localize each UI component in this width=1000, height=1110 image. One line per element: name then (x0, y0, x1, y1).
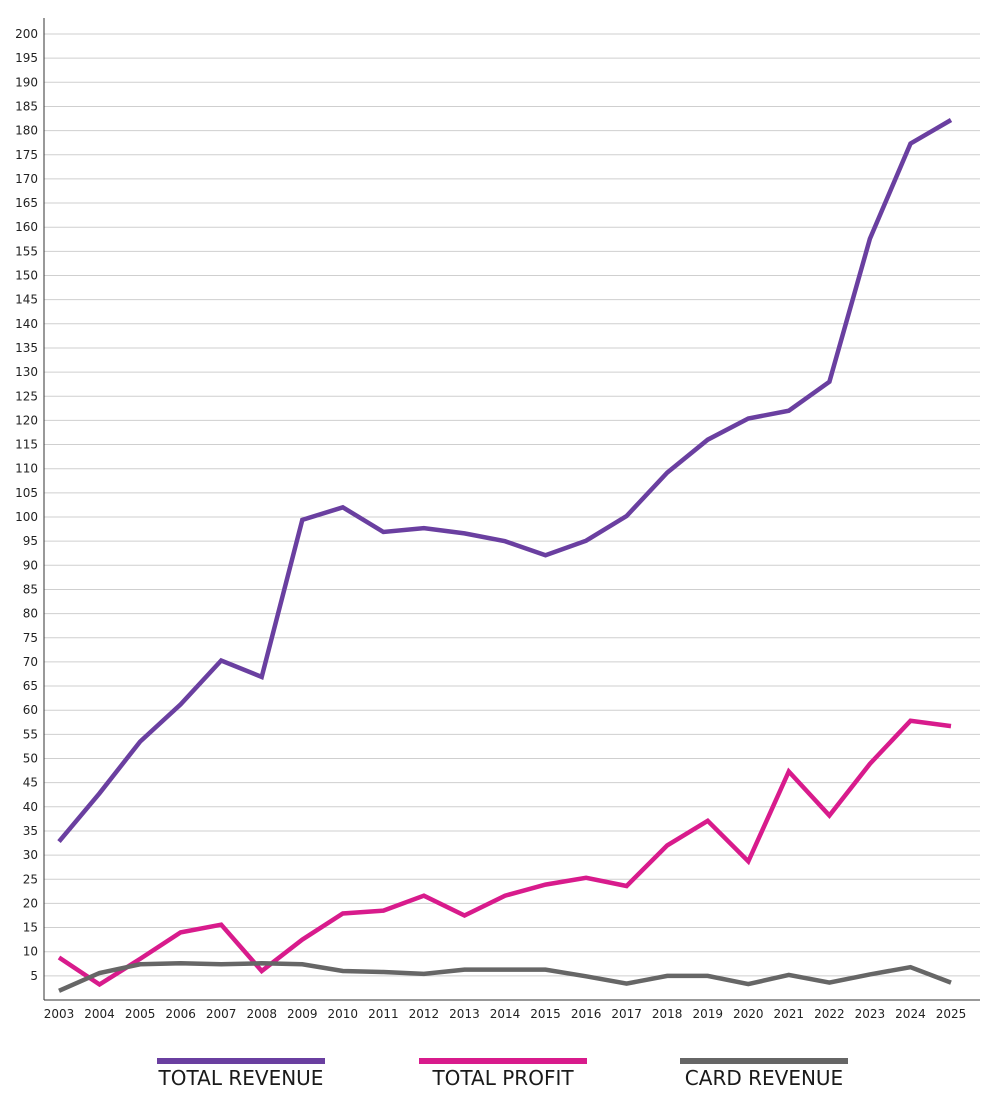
y-tick-label-50: 50 (23, 752, 38, 766)
x-tick-label-2008: 2008 (246, 1007, 277, 1021)
y-tick-label-100: 100 (15, 510, 38, 524)
y-tick-label-10: 10 (23, 945, 38, 959)
x-tick-label-2004: 2004 (84, 1007, 115, 1021)
legend-swatch-total-profit (419, 1058, 587, 1064)
series-lines (57, 118, 953, 993)
y-tick-label-80: 80 (23, 607, 38, 621)
y-tick-label-170: 170 (15, 172, 38, 186)
x-tick-label-2018: 2018 (652, 1007, 683, 1021)
y-tick-label-105: 105 (15, 486, 38, 500)
y-tick-label-45: 45 (23, 776, 38, 790)
x-tick-label-2014: 2014 (490, 1007, 521, 1021)
grid-lines (44, 33, 980, 977)
x-tick-label-2020: 2020 (733, 1007, 764, 1021)
x-tick-label-2009: 2009 (287, 1007, 318, 1021)
legend-label-total-revenue: TOTAL REVENUE (158, 1066, 324, 1090)
x-axis-tick-labels: 2003 2004 2005 2006 2007 2008 2009 2010 2011 2012… (44, 1007, 967, 1021)
y-tick-label-200: 200 (15, 27, 38, 41)
chart-legend: TOTAL REVENUE TOTAL PROFIT CARD REVENUE (0, 1058, 1000, 1098)
legend-item-card-revenue: CARD REVENUE (680, 1058, 848, 1098)
y-axis-tick-labels: 5 10 15 20 25 30 35 40 45 50 55 60 65 70 75 80 85 90 95 100… (15, 27, 38, 983)
x-tick-label-2025: 2025 (936, 1007, 967, 1021)
y-tick-label-40: 40 (23, 800, 38, 814)
x-tick-label-2010: 2010 (328, 1007, 359, 1021)
y-tick-label-180: 180 (15, 124, 38, 138)
y-tick-label-175: 175 (15, 148, 38, 162)
y-tick-label-160: 160 (15, 220, 38, 234)
legend-item-total-profit: TOTAL PROFIT (419, 1058, 587, 1098)
legend-label-total-profit: TOTAL PROFIT (432, 1066, 574, 1090)
y-tick-label-95: 95 (23, 534, 38, 548)
series-line-total-revenue (57, 118, 953, 844)
x-tick-label-2016: 2016 (571, 1007, 602, 1021)
y-tick-label-90: 90 (23, 558, 38, 572)
x-tick-label-2005: 2005 (125, 1007, 156, 1021)
y-tick-label-35: 35 (23, 824, 38, 838)
y-tick-label-145: 145 (15, 293, 38, 307)
x-tick-label-2003: 2003 (44, 1007, 75, 1021)
y-tick-label-55: 55 (23, 727, 38, 741)
x-tick-label-2023: 2023 (855, 1007, 886, 1021)
x-tick-label-2007: 2007 (206, 1007, 237, 1021)
y-tick-label-60: 60 (23, 703, 38, 717)
y-tick-label-75: 75 (23, 631, 38, 645)
y-tick-label-70: 70 (23, 655, 38, 669)
legend-swatch-total-revenue (157, 1058, 325, 1064)
y-tick-label-110: 110 (15, 462, 38, 476)
y-tick-label-15: 15 (23, 921, 38, 935)
y-tick-label-5: 5 (30, 969, 38, 983)
x-tick-label-2019: 2019 (692, 1007, 723, 1021)
y-tick-label-85: 85 (23, 582, 38, 596)
y-tick-label-155: 155 (15, 244, 38, 258)
x-tick-label-2011: 2011 (368, 1007, 399, 1021)
x-tick-label-2017: 2017 (611, 1007, 642, 1021)
x-tick-label-2006: 2006 (165, 1007, 196, 1021)
x-tick-label-2013: 2013 (449, 1007, 480, 1021)
y-tick-label-130: 130 (15, 365, 38, 379)
y-tick-label-120: 120 (15, 413, 38, 427)
y-tick-label-150: 150 (15, 269, 38, 283)
y-tick-label-20: 20 (23, 896, 38, 910)
y-tick-label-135: 135 (15, 341, 38, 355)
legend-swatch-card-revenue (680, 1058, 848, 1064)
x-tick-label-2015: 2015 (530, 1007, 561, 1021)
series-line-total-profit (57, 718, 952, 988)
legend-item-total-revenue: TOTAL REVENUE (157, 1058, 325, 1098)
y-tick-label-115: 115 (15, 438, 38, 452)
series-line-card-revenue (58, 961, 952, 993)
y-tick-label-190: 190 (15, 75, 38, 89)
x-tick-label-2024: 2024 (895, 1007, 926, 1021)
legend-label-card-revenue: CARD REVENUE (684, 1066, 844, 1090)
x-tick-label-2022: 2022 (814, 1007, 845, 1021)
x-tick-label-2021: 2021 (774, 1007, 805, 1021)
y-tick-label-30: 30 (23, 848, 38, 862)
y-tick-label-165: 165 (15, 196, 38, 210)
y-tick-label-140: 140 (15, 317, 38, 331)
line-chart: 5101520253035404550556065707580859095100… (15, 18, 980, 1021)
x-tick-label-2012: 2012 (409, 1007, 440, 1021)
y-tick-label-25: 25 (23, 872, 38, 886)
y-tick-label-195: 195 (15, 51, 38, 65)
y-tick-label-185: 185 (15, 99, 38, 113)
y-tick-label-125: 125 (15, 389, 38, 403)
y-tick-label-65: 65 (23, 679, 38, 693)
